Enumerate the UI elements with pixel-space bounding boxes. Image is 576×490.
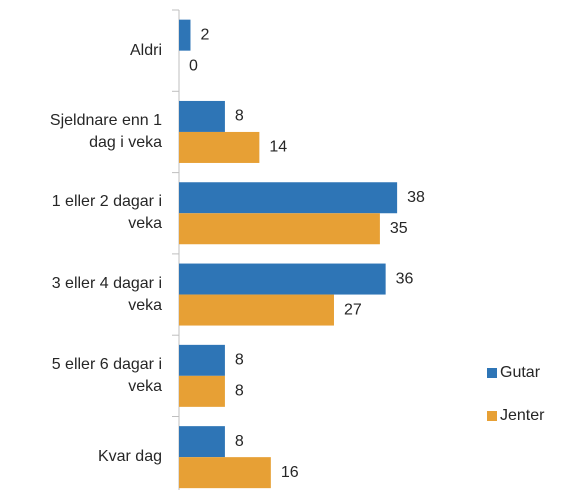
data-label: 16 <box>281 464 299 481</box>
category-label: 3 eller 4 dagar i veka <box>51 274 162 314</box>
legend-swatch <box>487 411 497 421</box>
category-label: Sjeldnare enn 1 dag i veka <box>49 111 162 151</box>
bar <box>179 263 386 295</box>
data-label: 8 <box>235 433 244 450</box>
data-label: 8 <box>235 108 244 125</box>
legend-label: Gutar <box>500 364 541 381</box>
data-label: 35 <box>390 220 408 237</box>
bar <box>179 294 334 326</box>
bar <box>179 375 225 407</box>
data-label: 38 <box>407 189 425 206</box>
data-label: 14 <box>269 139 287 156</box>
data-label: 27 <box>344 301 362 318</box>
data-label: 36 <box>396 270 414 287</box>
category-label: Aldri <box>129 41 162 59</box>
bar <box>179 100 225 132</box>
data-label: 0 <box>189 57 198 74</box>
bar <box>179 426 225 458</box>
data-label: 8 <box>235 383 244 400</box>
bar <box>179 213 380 245</box>
bar <box>179 182 398 214</box>
legend-label: Jenter <box>500 407 545 424</box>
bar <box>179 344 225 376</box>
bar <box>179 19 191 51</box>
bar <box>179 131 260 163</box>
bar <box>179 457 271 489</box>
legend-swatch <box>487 368 497 378</box>
category-label: Kvar dag <box>97 448 162 466</box>
data-label: 2 <box>200 26 209 43</box>
category-label: 1 eller 2 dagar i veka <box>51 193 162 233</box>
category-label: 5 eller 6 dagar i veka <box>51 355 162 395</box>
data-label: 8 <box>235 352 244 369</box>
